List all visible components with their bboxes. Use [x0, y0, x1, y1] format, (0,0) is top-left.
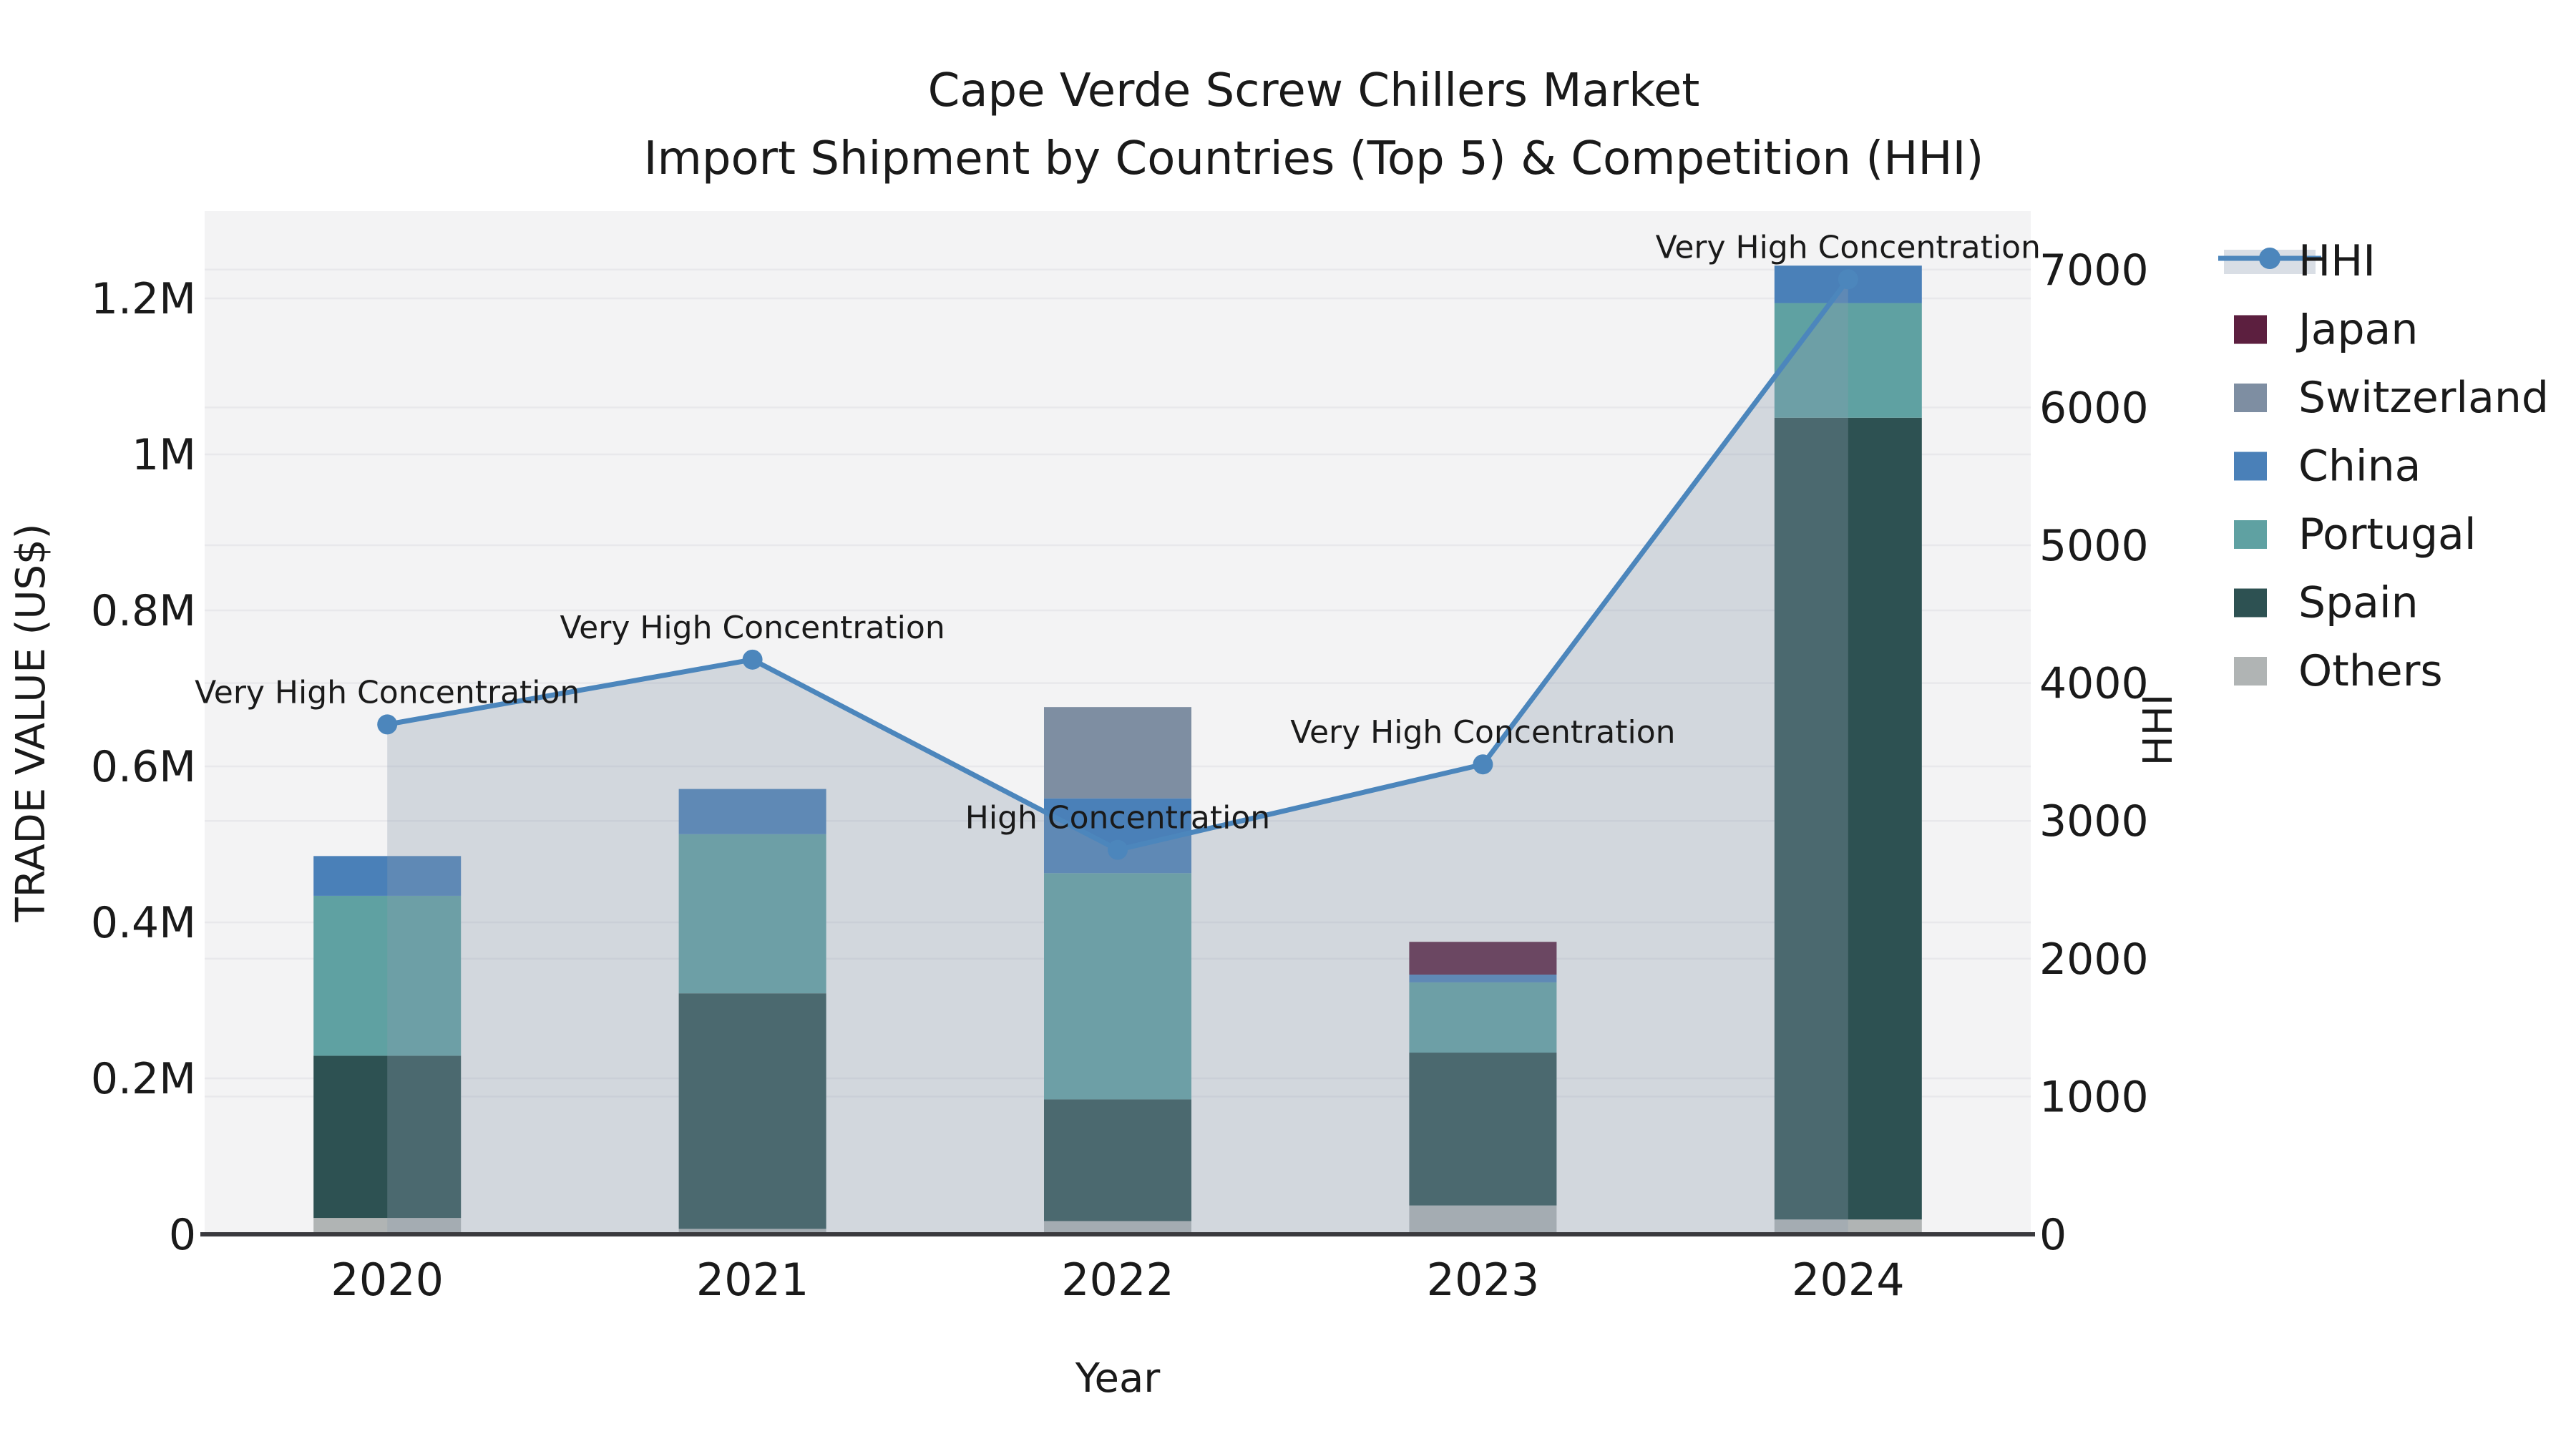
legend-swatch-spain	[2234, 588, 2267, 618]
bar-2023-spain	[1409, 1053, 1557, 1206]
bar-2021-others	[678, 1229, 826, 1234]
legend-swatch-switzerland	[2234, 384, 2267, 412]
legend-item-switzerland: Switzerland	[2234, 373, 2549, 423]
y-right-tick-0: 0	[2039, 1210, 2067, 1260]
bar-2020-china	[313, 856, 462, 896]
bar-2022-spain	[1044, 1099, 1191, 1221]
y-axis-left-label: TRADE VALUE (US$)	[8, 524, 54, 923]
legend-item-china: China	[2234, 441, 2421, 492]
legend-swatch-china	[2234, 452, 2267, 481]
chart-title-line1: Cape Verde Screw Chillers Market	[928, 64, 1700, 117]
bar-2022-others	[1044, 1221, 1191, 1234]
y-right-tick-7000: 7000	[2039, 245, 2149, 296]
y-right-tick-1000: 1000	[2039, 1072, 2149, 1122]
annotation-2022: High Concentration	[965, 800, 1270, 836]
bar-2023-others	[1409, 1205, 1557, 1234]
hhi-marker-2023	[1473, 754, 1493, 775]
bar-2021-china	[678, 789, 826, 834]
y-left-tick-0.6M: 0.6M	[91, 742, 196, 792]
chart-title-line2: Import Shipment by Countries (Top 5) & C…	[644, 132, 1984, 185]
legend-item-spain: Spain	[2234, 578, 2419, 628]
legend-item-japan: Japan	[2234, 305, 2418, 355]
x-tick-2020: 2020	[331, 1254, 444, 1306]
bar-2023-japan	[1409, 942, 1557, 975]
y-right-tick-2000: 2000	[2039, 935, 2149, 985]
legend-item-hhi: HHI	[2218, 236, 2376, 286]
hhi-marker-2024	[1838, 269, 1858, 290]
annotation-2023: Very High Concentration	[1290, 714, 1675, 751]
bar-2024-others	[1774, 1219, 1922, 1234]
bar-2024-portugal	[1774, 303, 1922, 418]
y-right-tick-6000: 6000	[2039, 383, 2149, 433]
legend-swatch-japan	[2234, 315, 2267, 344]
hhi-marker-2020	[377, 714, 398, 735]
x-tick-2024: 2024	[1792, 1254, 1905, 1306]
x-axis-label: Year	[1075, 1355, 1161, 1402]
y-left-tick-1M: 1M	[132, 430, 196, 480]
hhi-legend-marker-icon	[2259, 248, 2280, 269]
y-left-tick-0.4M: 0.4M	[91, 898, 196, 948]
bar-2020-portugal	[313, 895, 462, 1056]
hhi-area-fill	[387, 279, 1848, 1235]
bar-2023-portugal	[1409, 982, 1557, 1053]
legend-item-portugal: Portugal	[2234, 509, 2477, 560]
bar-2022-switzerland	[1044, 707, 1191, 799]
bar-2020-others	[313, 1218, 462, 1234]
legend-swatch-portugal	[2234, 520, 2267, 549]
legend-label-others: Others	[2298, 646, 2443, 696]
annotation-2020: Very High Concentration	[195, 674, 580, 711]
annotation-2024: Very High Concentration	[1656, 229, 2041, 265]
y-right-tick-3000: 3000	[2039, 796, 2149, 847]
y-axis-right-label: HHI	[2135, 694, 2182, 766]
x-tick-2022: 2022	[1061, 1254, 1174, 1306]
hhi-marker-2021	[742, 649, 763, 670]
bar-2022-portugal	[1044, 873, 1191, 1100]
legend-label-hhi: HHI	[2298, 236, 2376, 286]
annotation-2021: Very High Concentration	[560, 610, 945, 646]
legend-label-japan: Japan	[2296, 305, 2418, 355]
x-tick-2023: 2023	[1427, 1254, 1540, 1306]
hhi-marker-2022	[1108, 839, 1128, 860]
legend-label-portugal: Portugal	[2298, 509, 2477, 560]
y-right-tick-5000: 5000	[2039, 521, 2149, 571]
legend-label-switzerland: Switzerland	[2298, 373, 2549, 423]
x-tick-2021: 2021	[696, 1254, 809, 1306]
y-left-tick-0: 0	[169, 1210, 196, 1260]
legend-label-spain: Spain	[2298, 578, 2419, 628]
bar-2021-portugal	[678, 834, 826, 994]
legend-item-others: Others	[2234, 646, 2443, 696]
y-right-tick-4000: 4000	[2039, 659, 2149, 709]
y-left-tick-1.2M: 1.2M	[91, 274, 196, 324]
bar-2024-spain	[1774, 417, 1922, 1220]
y-left-tick-0.8M: 0.8M	[91, 586, 196, 636]
y-left-tick-0.2M: 0.2M	[91, 1054, 196, 1104]
bar-2020-spain	[313, 1055, 462, 1219]
x-axis-line	[200, 1232, 2035, 1236]
legend-label-china: China	[2298, 441, 2421, 492]
legend-swatch-others	[2234, 657, 2267, 686]
bar-2021-spain	[678, 993, 826, 1229]
bar-2023-china	[1409, 975, 1557, 982]
